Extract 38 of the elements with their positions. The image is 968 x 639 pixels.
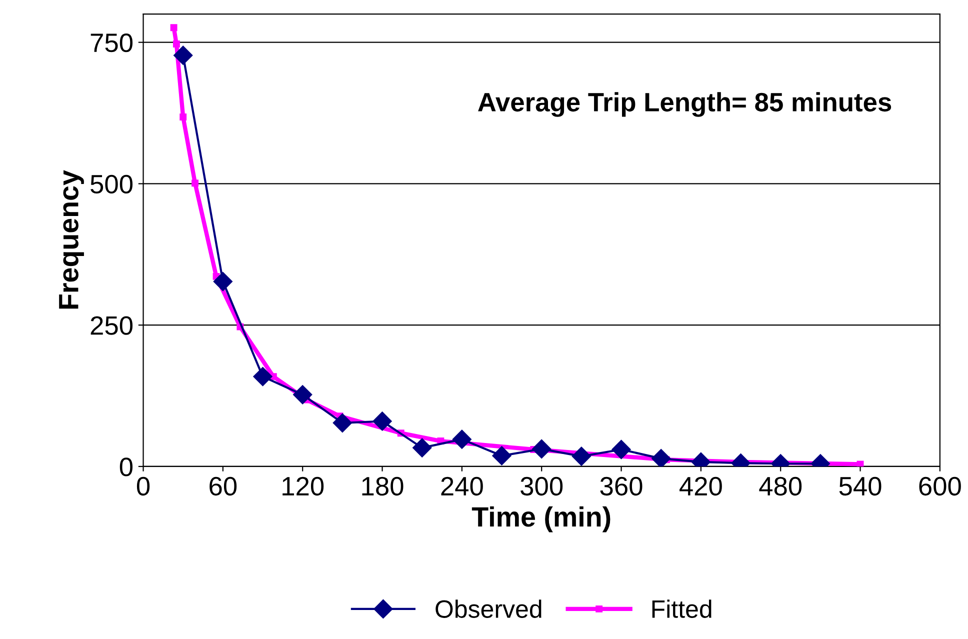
x-tick-label: 120	[282, 476, 324, 496]
x-tick-label: 0	[136, 476, 150, 496]
point	[293, 385, 312, 404]
x-tick-label: 360	[600, 476, 642, 496]
x-tick-label: 240	[441, 476, 483, 496]
y-tick-label: 500	[90, 174, 133, 194]
legend-label: Fitted	[652, 600, 712, 618]
x-tick-label: 480	[759, 476, 802, 496]
point	[612, 440, 631, 460]
point	[172, 40, 180, 48]
x-tick-label: 180	[362, 476, 404, 496]
point	[170, 24, 178, 32]
point	[856, 460, 864, 466]
point	[372, 412, 392, 431]
point	[452, 430, 472, 449]
point	[412, 438, 432, 458]
y-tick-label: 0	[120, 458, 133, 476]
point	[492, 446, 512, 466]
point	[332, 413, 352, 432]
x-tick-label: 300	[520, 476, 563, 496]
point	[174, 46, 193, 65]
y-tick-label: 750	[90, 33, 133, 52]
y-axis-title: Frequency	[59, 170, 84, 309]
point	[253, 367, 272, 386]
y-tick-label: 250	[90, 316, 133, 335]
x-tick-label: 420	[680, 476, 722, 496]
point	[213, 272, 232, 292]
point	[180, 114, 187, 120]
x-tick-label: 540	[839, 476, 882, 496]
x-tick-label: 600	[919, 476, 961, 496]
x-axis-title: Time (min)	[472, 506, 610, 532]
annotation: Average Trip Length= 85 minutes	[478, 92, 892, 117]
point	[532, 439, 552, 458]
point	[572, 446, 591, 466]
legend-label: Observed	[436, 600, 542, 618]
point	[192, 180, 199, 187]
point	[652, 449, 671, 466]
x-tick-label: 60	[210, 476, 237, 496]
